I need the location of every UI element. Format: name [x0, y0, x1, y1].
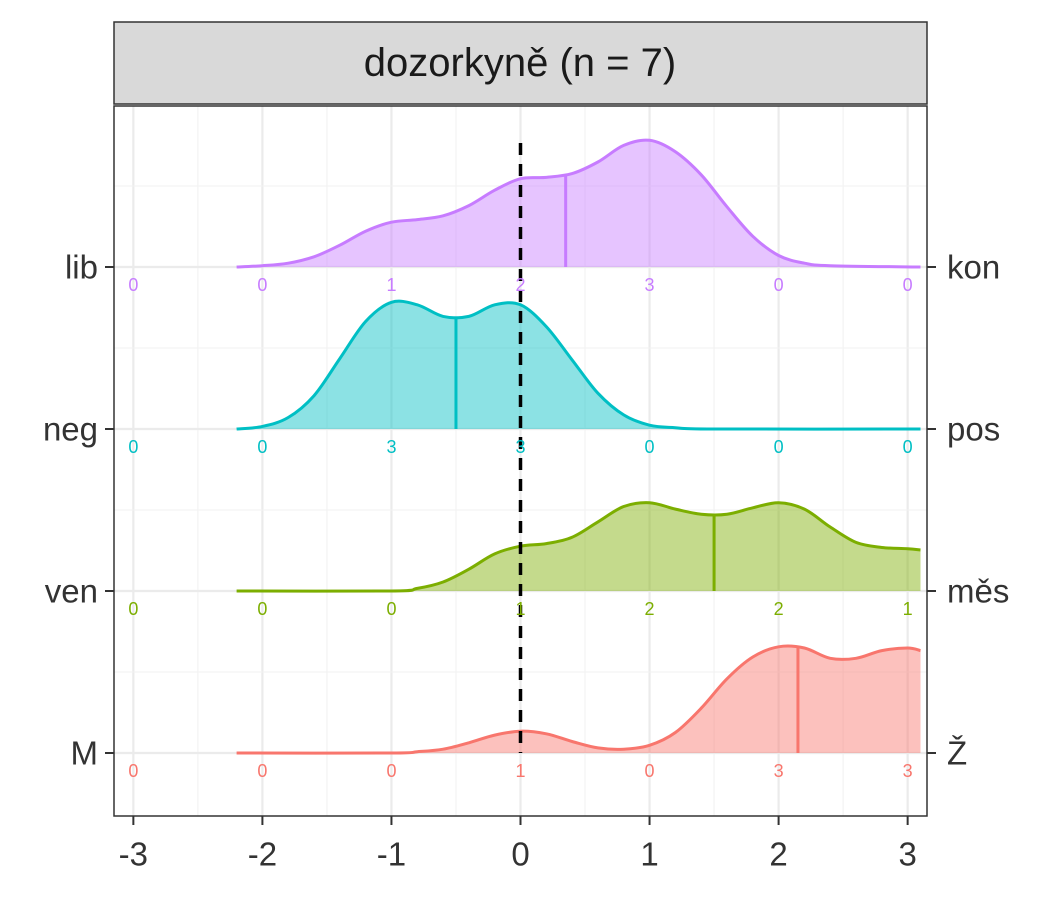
count-label: 0 — [903, 437, 913, 457]
count-label: 0 — [128, 599, 138, 619]
y-label-right-pos: pos — [947, 411, 1000, 448]
density-line-lib — [236, 138, 921, 269]
count-label: 0 — [128, 437, 138, 457]
density-area-M — [236, 646, 921, 754]
x-tick-label: -2 — [248, 836, 277, 873]
count-label: 0 — [257, 275, 267, 295]
count-label: 0 — [128, 761, 138, 781]
count-label: 2 — [774, 599, 784, 619]
density-line-ven — [236, 501, 921, 593]
count-label: 3 — [645, 275, 655, 295]
count-label: 0 — [257, 761, 267, 781]
axes: -3 -2 -1 0 1 2 3 lib kon neg pos ven měs M Ž — [43, 249, 1009, 873]
count-labels: 0 0 1 2 3 0 0 0 0 3 3 0 0 0 0 0 0 1 2 2 1 0 0 0 1 0 3 3 — [128, 275, 912, 781]
x-tick-label: 1 — [640, 836, 658, 873]
y-label-left-neg: neg — [43, 411, 98, 448]
count-label: 3 — [903, 761, 913, 781]
count-label: 0 — [386, 761, 396, 781]
facet-title: dozorkyně (n = 7) — [364, 41, 676, 85]
count-label: 0 — [903, 275, 913, 295]
count-label: 0 — [645, 437, 655, 457]
y-label-right-Ž: Ž — [947, 735, 967, 772]
x-tick-label: 0 — [511, 836, 529, 873]
count-label: 3 — [515, 437, 525, 457]
count-label: 3 — [774, 761, 784, 781]
density-area-ven — [236, 502, 921, 592]
y-label-left-M: M — [71, 735, 99, 772]
count-label: 2 — [515, 275, 525, 295]
count-label: 1 — [515, 599, 525, 619]
count-label: 3 — [386, 437, 396, 457]
count-label: 0 — [386, 599, 396, 619]
count-label: 0 — [257, 437, 267, 457]
count-label: 1 — [386, 275, 396, 295]
count-label: 1 — [903, 599, 913, 619]
count-label: 1 — [515, 761, 525, 781]
strip-background — [113, 21, 928, 105]
count-label: 0 — [774, 275, 784, 295]
density-area-lib — [236, 140, 921, 267]
y-label-right-měs: měs — [947, 573, 1009, 610]
count-label: 0 — [128, 275, 138, 295]
count-label: 0 — [774, 437, 784, 457]
density-line-M — [236, 644, 921, 755]
count-label: 2 — [645, 599, 655, 619]
y-label-left-ven: ven — [45, 573, 98, 610]
x-tick-label: 3 — [898, 836, 916, 873]
count-label: 0 — [645, 761, 655, 781]
x-tick-label: -1 — [377, 836, 406, 873]
density-area-neg — [236, 301, 921, 430]
x-tick-label: -3 — [119, 836, 148, 873]
ridges — [236, 138, 921, 755]
y-label-right-kon: kon — [947, 249, 1000, 286]
density-line-neg — [236, 299, 921, 431]
x-tick-label: 2 — [769, 836, 787, 873]
y-label-left-lib: lib — [65, 249, 98, 286]
count-label: 0 — [257, 599, 267, 619]
